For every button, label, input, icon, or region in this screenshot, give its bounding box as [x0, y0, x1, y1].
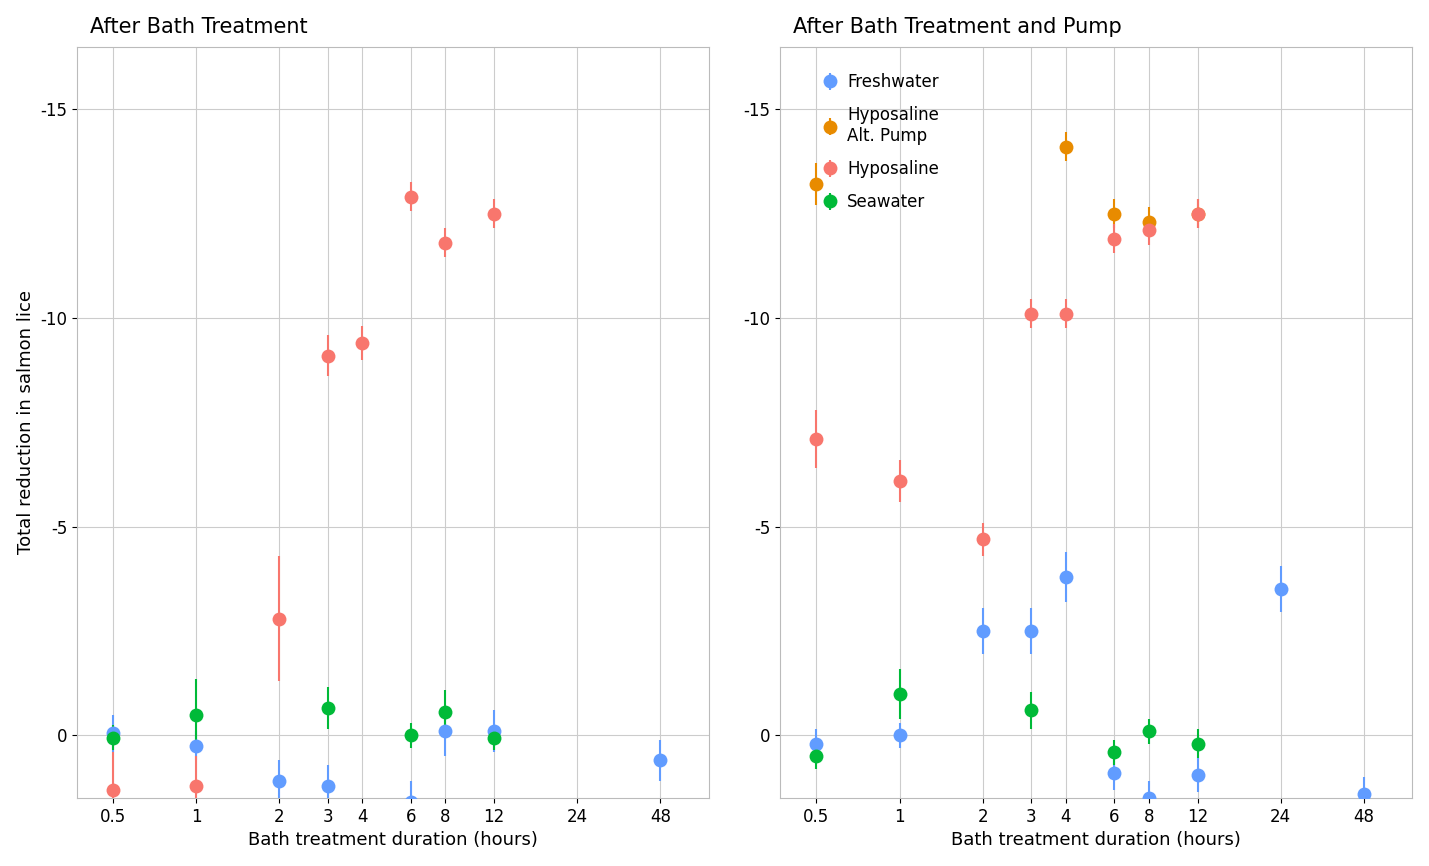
Text: After Bath Treatment and Pump: After Bath Treatment and Pump: [793, 16, 1122, 36]
Legend: Freshwater, Hyposaline
Alt. Pump, Hyposaline, Seawater: Freshwater, Hyposaline Alt. Pump, Hyposa…: [817, 67, 946, 217]
Y-axis label: Total reduction in salmon lice: Total reduction in salmon lice: [17, 290, 34, 554]
Text: After Bath Treatment: After Bath Treatment: [90, 16, 307, 36]
X-axis label: Bath treatment duration (hours): Bath treatment duration (hours): [952, 831, 1242, 850]
X-axis label: Bath treatment duration (hours): Bath treatment duration (hours): [249, 831, 537, 850]
